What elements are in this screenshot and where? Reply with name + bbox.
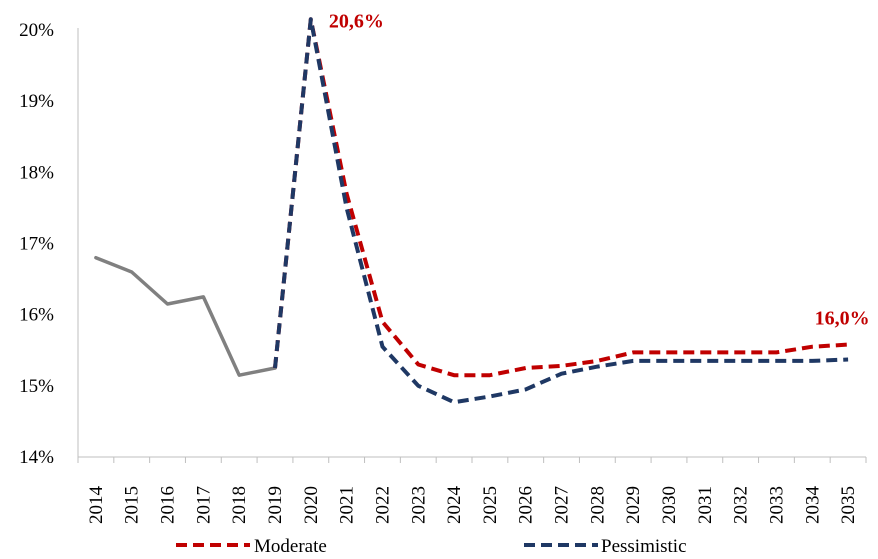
legend-item-moderate: Moderate (176, 536, 327, 557)
chart-axes (77, 28, 866, 458)
legend-label-pessimistic: Pessimistic (601, 536, 687, 557)
x-tick-label: 2034 (802, 486, 823, 525)
x-tick-label: 2025 (480, 486, 501, 524)
x-axis-ticks: 2014 2015 2016 2017 2018 2019 2020 2021 2022 2023… (77, 457, 867, 525)
series-line-moderate (273, 17, 849, 378)
y-axis-ticks: 14% 15% 16% 17% 18% 19% 20% (19, 20, 54, 468)
series-layer (94, 17, 849, 405)
x-tick-label: 2032 (731, 486, 752, 524)
x-tick-label: 2021 (337, 486, 358, 524)
y-tick-label: 20% (19, 20, 54, 41)
x-tick-label: 2014 (86, 486, 107, 525)
y-tick-label: 15% (19, 376, 54, 397)
x-tick-label: 2029 (623, 486, 644, 524)
y-tick-label: 17% (19, 234, 54, 255)
x-tick-label: 2035 (838, 486, 859, 524)
x-tick-label: 2018 (229, 486, 250, 524)
x-tick-label: 2019 (265, 486, 286, 524)
y-tick-label: 16% (19, 305, 54, 326)
y-tick-label: 18% (19, 162, 54, 183)
x-tick-label: 2022 (372, 486, 393, 524)
x-tick-label: 2026 (516, 486, 537, 524)
data-label-2035: 16,0% (815, 308, 870, 330)
x-tick-label: 2028 (587, 486, 608, 524)
annotation-layer: 20,6% 16,0% (329, 10, 870, 329)
x-tick-label: 2023 (408, 486, 429, 524)
legend-item-pessimistic: Pessimistic (524, 536, 687, 557)
y-tick-label: 19% (19, 91, 54, 112)
x-tick-label: 2027 (552, 486, 573, 524)
x-tick-label: 2024 (444, 486, 465, 525)
y-tick-label: 14% (19, 447, 54, 468)
data-label-2020: 20,6% (329, 10, 384, 32)
legend-label-moderate: Moderate (254, 536, 327, 557)
x-tick-label: 2033 (766, 486, 787, 524)
x-tick-label: 2031 (695, 486, 716, 524)
legend: Moderate Pessimistic (176, 536, 687, 557)
series-line-pessimistic (273, 17, 849, 405)
x-tick-label: 2016 (158, 486, 179, 524)
x-tick-label: 2020 (301, 486, 322, 524)
x-tick-label: 2015 (122, 486, 143, 524)
series-line-historical (94, 255, 277, 377)
x-tick-label: 2030 (659, 486, 680, 524)
x-tick-label: 2017 (193, 486, 214, 524)
